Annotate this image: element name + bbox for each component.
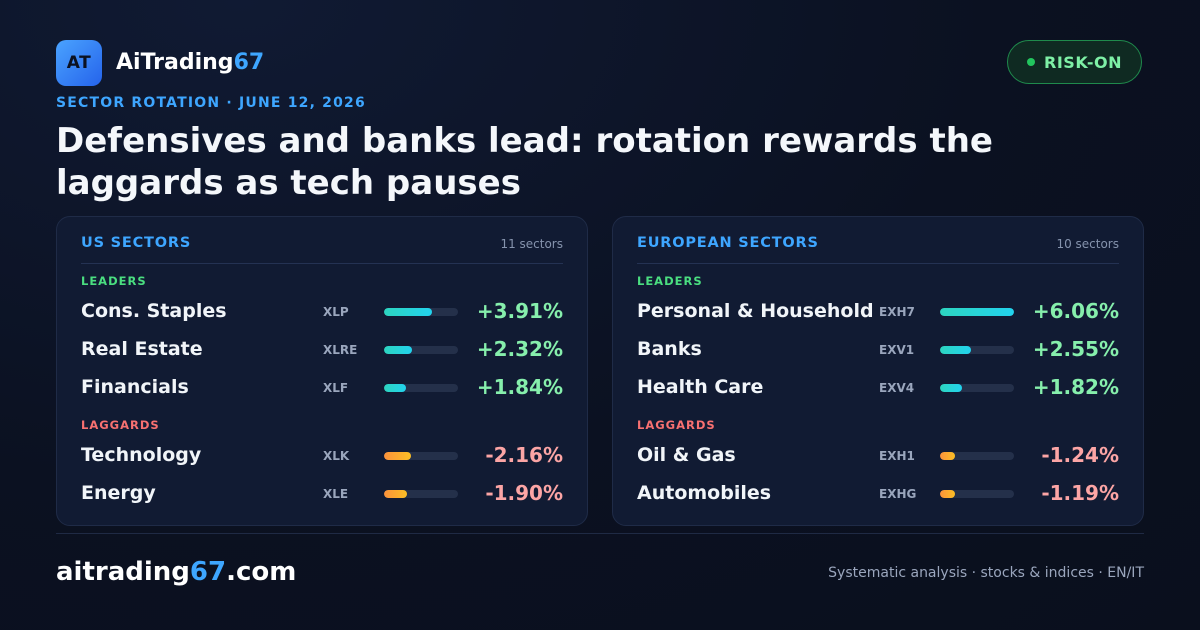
market-regime-label: RISK-ON <box>1044 52 1122 72</box>
laggards-label: LAGGARDS <box>81 418 160 432</box>
sector-row: Energy XLE -1.90% <box>81 479 563 509</box>
sector-change: -1.19% <box>1041 481 1119 505</box>
sector-name: Personal & Household <box>637 300 874 322</box>
us-sectors-panel: US SECTORS 11 sectors LEADERS LAGGARDS C… <box>56 216 588 526</box>
brand-logo: AT <box>56 40 102 86</box>
strength-bar-fill <box>384 452 411 460</box>
sector-ticker: XLE <box>323 487 349 501</box>
sector-change: -1.90% <box>485 481 563 505</box>
market-regime-badge: RISK-ON <box>1007 40 1142 84</box>
sector-ticker: EXH1 <box>879 449 915 463</box>
sector-ticker: XLRE <box>323 343 358 357</box>
leaders-label: LEADERS <box>81 274 147 288</box>
panel-count: 10 sectors <box>1056 237 1119 251</box>
sector-name: Real Estate <box>81 338 203 360</box>
sector-name: Financials <box>81 376 189 398</box>
footer-domain[interactable]: aitrading67.com <box>56 557 296 587</box>
strength-bar <box>384 452 458 460</box>
sector-change: +1.84% <box>476 375 563 399</box>
sector-row: Banks EXV1 +2.55% <box>637 335 1119 365</box>
brand-name-main: AiTrading <box>116 50 234 75</box>
strength-bar <box>384 346 458 354</box>
strength-bar-fill <box>384 490 407 498</box>
strength-bar <box>940 384 1014 392</box>
sector-row: Cons. Staples XLP +3.91% <box>81 297 563 327</box>
domain-tld: .com <box>226 557 297 587</box>
headline: Defensives and banks lead: rotation rewa… <box>56 121 993 203</box>
strength-bar <box>940 452 1014 460</box>
strength-bar <box>940 346 1014 354</box>
sector-ticker: EXV4 <box>879 381 915 395</box>
kicker: SECTOR ROTATION · JUNE 12, 2026 <box>56 95 366 111</box>
sector-name: Oil & Gas <box>637 444 736 466</box>
panel-title: EUROPEAN SECTORS <box>637 235 819 251</box>
strength-bar <box>384 384 458 392</box>
strength-bar-fill <box>384 308 433 316</box>
sector-row: Personal & Household EXH7 +6.06% <box>637 297 1119 327</box>
sector-change: +1.82% <box>1032 375 1119 399</box>
laggards-label: LAGGARDS <box>637 418 716 432</box>
sector-name: Banks <box>637 338 702 360</box>
sector-change: +3.91% <box>476 299 563 323</box>
sector-row: Oil & Gas EXH1 -1.24% <box>637 441 1119 471</box>
panel-header: US SECTORS 11 sectors <box>81 235 563 264</box>
sector-change: -1.24% <box>1041 443 1119 467</box>
strength-bar-fill <box>384 346 413 354</box>
european-sectors-panel: EUROPEAN SECTORS 10 sectors LEADERS LAGG… <box>612 216 1144 526</box>
strength-bar <box>384 308 458 316</box>
brand-name: AiTrading67 <box>116 50 264 75</box>
strength-bar <box>384 490 458 498</box>
domain-main: aitrading <box>56 557 190 587</box>
sector-ticker: XLK <box>323 449 350 463</box>
sector-row: Health Care EXV4 +1.82% <box>637 373 1119 403</box>
sector-change: +2.55% <box>1032 337 1119 361</box>
sector-ticker: XLP <box>323 305 349 319</box>
sector-row: Technology XLK -2.16% <box>81 441 563 471</box>
domain-accent: 67 <box>189 557 227 587</box>
panel-count: 11 sectors <box>500 237 563 251</box>
sector-ticker: XLF <box>323 381 349 395</box>
sector-ticker: EXHG <box>879 487 917 501</box>
footer-divider <box>56 533 1144 534</box>
strength-bar <box>940 308 1014 316</box>
strength-bar-fill <box>940 452 955 460</box>
sector-name: Automobiles <box>637 482 772 504</box>
sector-ticker: EXH7 <box>879 305 915 319</box>
sector-name: Health Care <box>637 376 764 398</box>
strength-bar-fill <box>940 384 963 392</box>
strength-bar <box>940 490 1014 498</box>
leaders-label: LEADERS <box>637 274 703 288</box>
strength-bar-fill <box>940 346 972 354</box>
sector-change: +6.06% <box>1032 299 1119 323</box>
status-dot-icon <box>1027 58 1036 66</box>
sector-name: Technology <box>81 444 202 466</box>
sector-row: Automobiles EXHG -1.19% <box>637 479 1119 509</box>
sector-name: Energy <box>81 482 156 504</box>
panel-title: US SECTORS <box>81 235 192 251</box>
strength-bar-fill <box>940 308 1014 316</box>
brand-name-accent: 67 <box>233 50 265 75</box>
sector-change: +2.32% <box>476 337 563 361</box>
strength-bar-fill <box>384 384 407 392</box>
strength-bar-fill <box>940 490 955 498</box>
sector-row: Financials XLF +1.84% <box>81 373 563 403</box>
footer-tagline: Systematic analysis · stocks & indices ·… <box>828 565 1144 581</box>
sector-row: Real Estate XLRE +2.32% <box>81 335 563 365</box>
sector-name: Cons. Staples <box>81 300 227 322</box>
sector-change: -2.16% <box>485 443 563 467</box>
sector-ticker: EXV1 <box>879 343 915 357</box>
panel-header: EUROPEAN SECTORS 10 sectors <box>637 235 1119 264</box>
